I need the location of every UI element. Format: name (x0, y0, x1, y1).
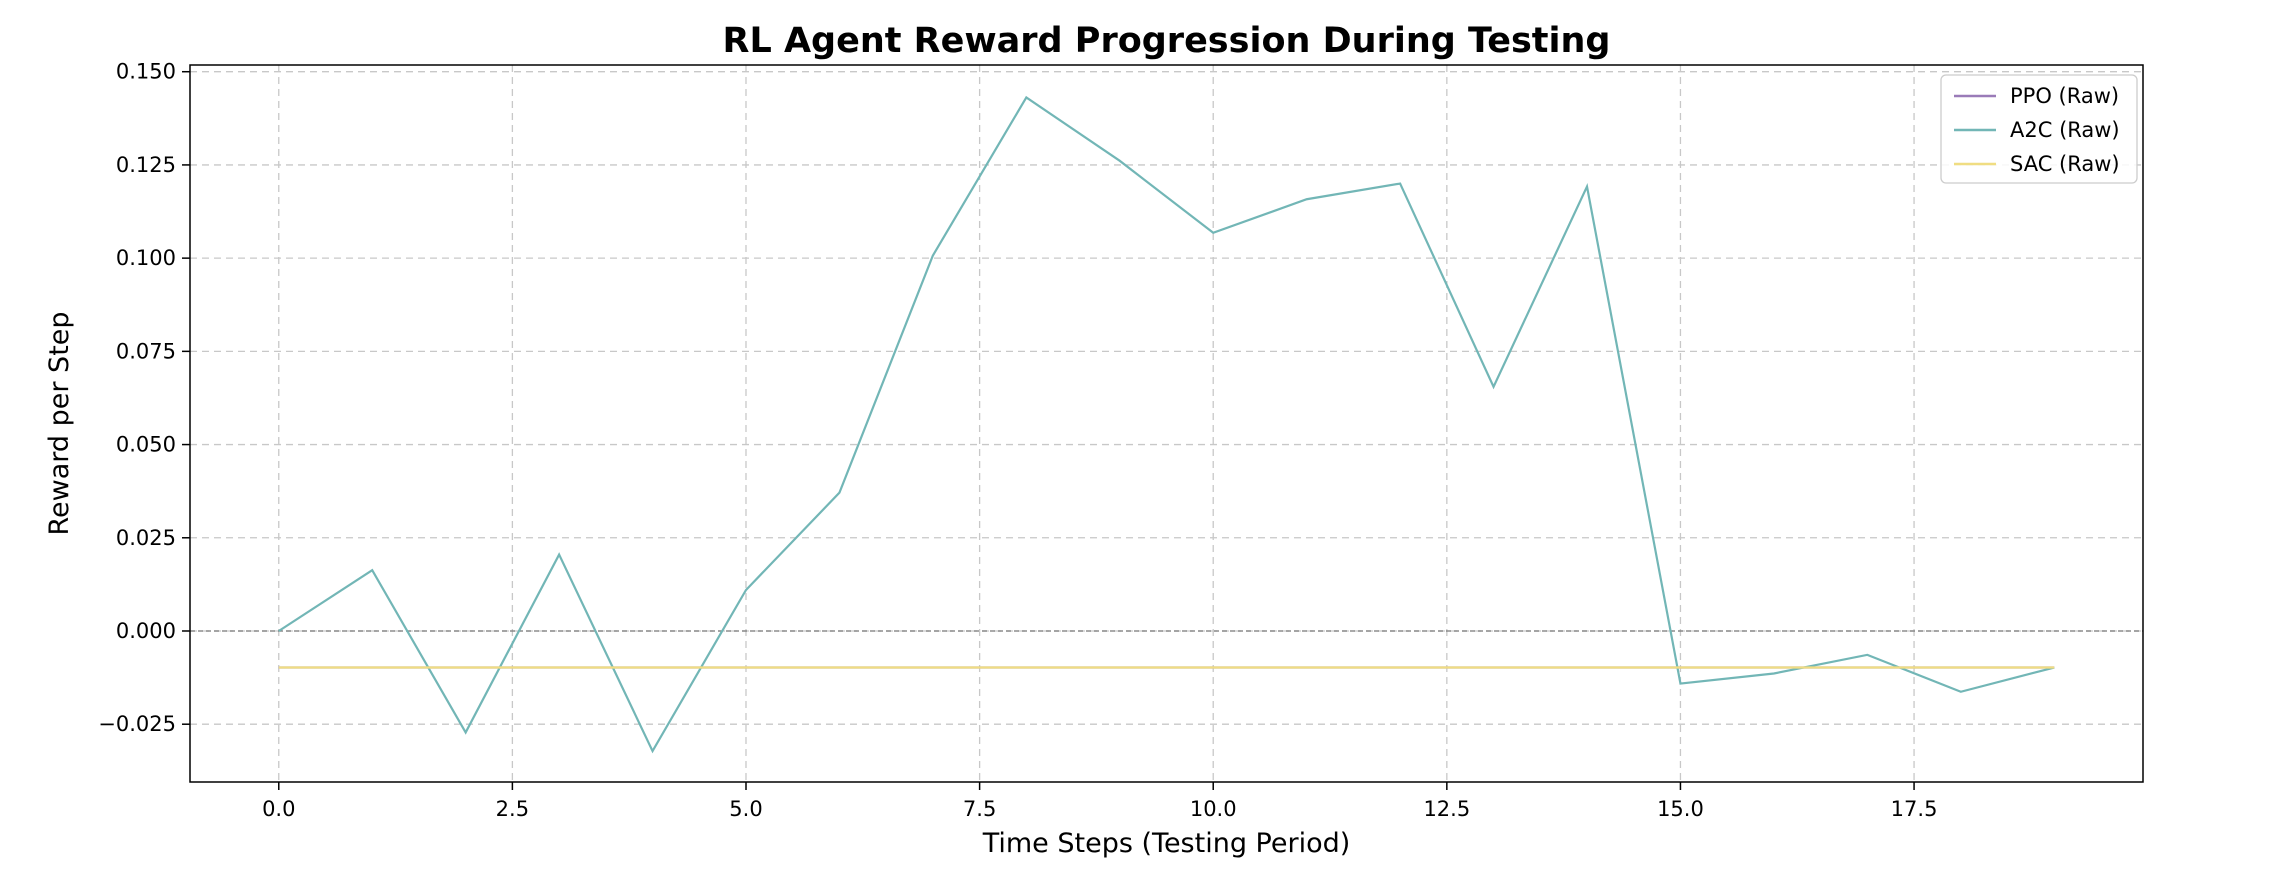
plot-frame (189, 64, 2144, 783)
y-tick-label: 0.000 (116, 619, 176, 643)
legend-box (1940, 74, 2138, 184)
legend: PPO (Raw) A2C (Raw) SAC (Raw) (1940, 74, 2138, 184)
y-tick-label: 0.125 (116, 153, 176, 177)
x-tick-label: 5.0 (729, 797, 762, 821)
x-tick-label: 0.0 (262, 797, 295, 821)
chart-title: RL Agent Reward Progression During Testi… (723, 21, 1611, 61)
y-axis-label: Reward per Step (44, 311, 75, 535)
x-tick-label: 12.5 (1423, 797, 1470, 821)
y-tick-label: 0.100 (116, 246, 176, 270)
legend-label-ppo-raw: PPO (Raw) (2010, 84, 2119, 108)
x-tick-label: 10.0 (1190, 797, 1237, 821)
x-tick-label: 17.5 (1891, 797, 1938, 821)
y-tick-label: 0.025 (116, 526, 176, 550)
y-tick-label: 0.150 (116, 60, 176, 84)
data-layer (278, 95, 2055, 754)
y-tick-label: 0.075 (116, 339, 176, 363)
legend-label-a2c-raw: A2C (Raw) (2010, 118, 2120, 142)
y-tick-label: −0.025 (98, 712, 176, 736)
x-tick-label: 15.0 (1657, 797, 1704, 821)
grid-layer (190, 65, 2143, 782)
legend-label-sac-raw: SAC (Raw) (2010, 152, 2120, 176)
x-tick-label: 2.5 (496, 797, 529, 821)
series-line-a2c-raw (278, 95, 2055, 754)
x-tick-label: 7.5 (963, 797, 996, 821)
x-axis-label: Time Steps (Testing Period) (982, 828, 1351, 859)
tick-layer: 0.0 2.5 5.0 7.5 10.0 12.5 15.0 17.5 −0.025 0.000 0… (98, 60, 1937, 821)
y-tick-label: 0.050 (116, 433, 176, 457)
